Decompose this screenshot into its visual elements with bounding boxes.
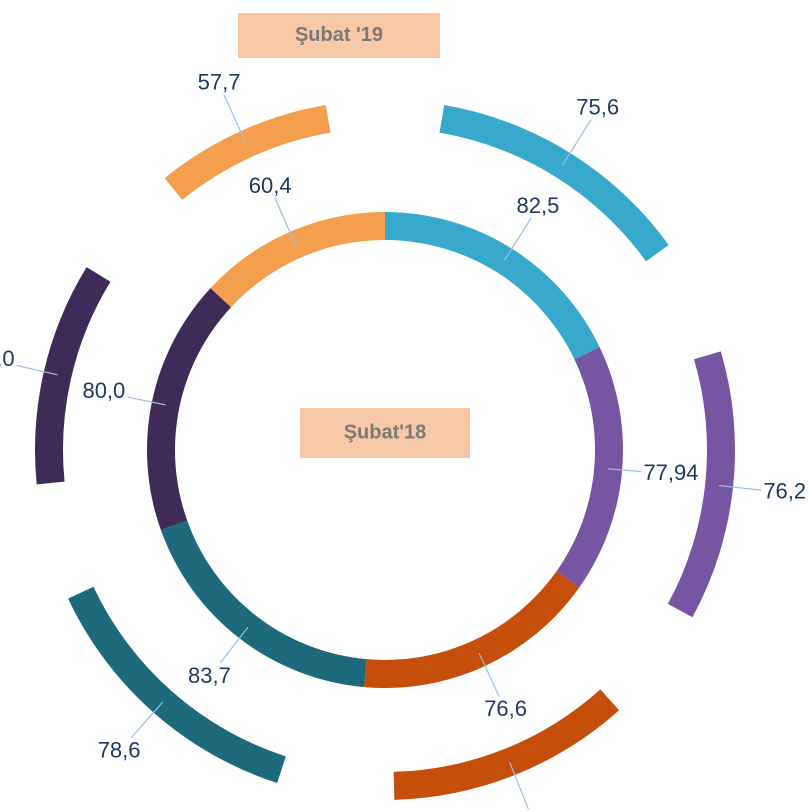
label-bg <box>641 459 701 485</box>
ring-segment <box>210 212 385 308</box>
ring-segment <box>556 347 624 588</box>
data-label: 57,7 <box>198 70 241 95</box>
ring-segment <box>68 586 286 783</box>
data-label: 80,0 <box>82 378 125 403</box>
data-label: 75,6 <box>576 95 619 120</box>
ring-segment <box>160 520 367 688</box>
data-label: 76,2 <box>763 478 806 503</box>
data-label: 60,4 <box>249 173 292 198</box>
label-bg <box>185 662 233 688</box>
ring-segment <box>393 689 620 800</box>
data-label: 70,9 <box>513 809 556 812</box>
label-bg <box>0 345 17 371</box>
data-label: 67,0 <box>0 346 15 371</box>
ring-segment <box>146 288 232 530</box>
ring-segment <box>164 105 331 200</box>
series-name-box <box>300 408 470 458</box>
data-label: 82,5 <box>517 193 560 218</box>
leader-line <box>509 761 531 812</box>
label-bg <box>761 478 809 504</box>
label-bg <box>514 192 562 218</box>
data-label: 83,7 <box>188 663 231 688</box>
series-name: Şubat'18 <box>344 421 427 443</box>
data-label: 78,6 <box>98 737 141 762</box>
ring-segment <box>35 267 111 485</box>
data-label: 76,6 <box>484 696 527 721</box>
data-label: 77,94 <box>643 460 698 485</box>
label-bg <box>80 378 128 404</box>
series-name: Şubat '19 <box>295 24 383 46</box>
label-bg <box>482 696 530 722</box>
ring-segment <box>385 212 600 360</box>
ring-segment <box>667 351 735 618</box>
label-bg <box>95 737 143 763</box>
series-name-box <box>238 13 440 58</box>
ring-segment <box>364 571 580 688</box>
ring-segment <box>439 105 669 262</box>
label-bg <box>246 172 294 198</box>
label-bg <box>510 809 558 812</box>
label-bg <box>574 94 622 120</box>
label-bg <box>195 69 243 95</box>
